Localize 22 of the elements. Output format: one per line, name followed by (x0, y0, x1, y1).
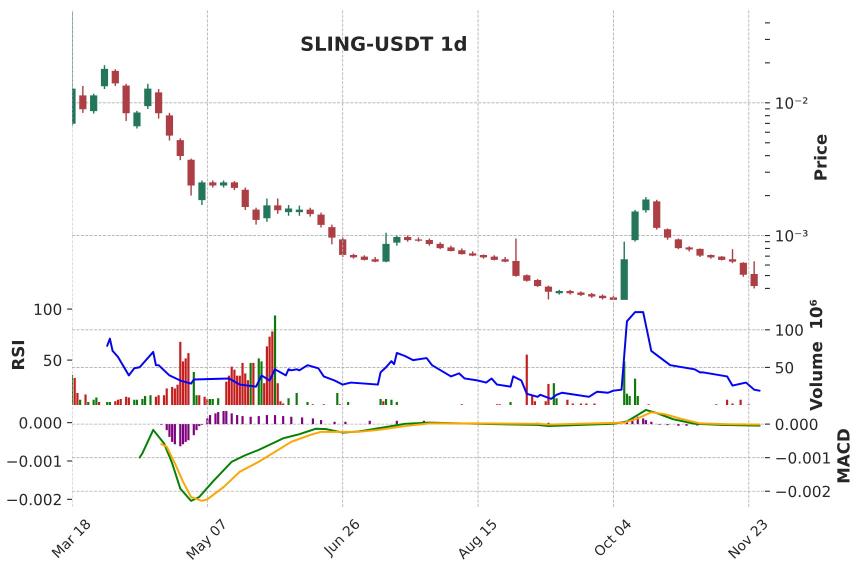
y2-axis-title: Price (814, 134, 827, 180)
y2-tick-label: 50 (776, 362, 794, 374)
y-tick-label: −0.001 (7, 455, 61, 468)
y-tick-label: 50 (44, 354, 62, 366)
y-tick-label: 100 (34, 304, 62, 316)
y2-tick-label: 0.000 (776, 418, 818, 430)
y-tick-label: −0.002 (7, 494, 61, 506)
x-tick-label: Oct 04 (593, 518, 632, 558)
y2-tick-label: 10⁻³ (776, 230, 808, 242)
y-axis-title: RSI (12, 341, 24, 369)
y2-tick-label: 10⁻² (776, 97, 808, 109)
y2-axis-title: Volume 10⁶ (809, 300, 822, 411)
y2-tick-label: −0.002 (776, 486, 830, 498)
y2-axis-title: MACD (837, 429, 850, 482)
x-tick-label: Jun 26 (322, 518, 362, 558)
x-tick-label: Nov 23 (728, 518, 768, 559)
text: SLING-USDT 1d (302, 36, 466, 52)
x-tick-label: Aug 15 (456, 518, 500, 562)
y2-tick-label: 100 (776, 324, 803, 336)
y2-tick-label: −0.001 (776, 452, 830, 464)
y-tick-label: 0.000 (20, 417, 62, 429)
x-tick-label: Mar 18 (51, 518, 92, 558)
